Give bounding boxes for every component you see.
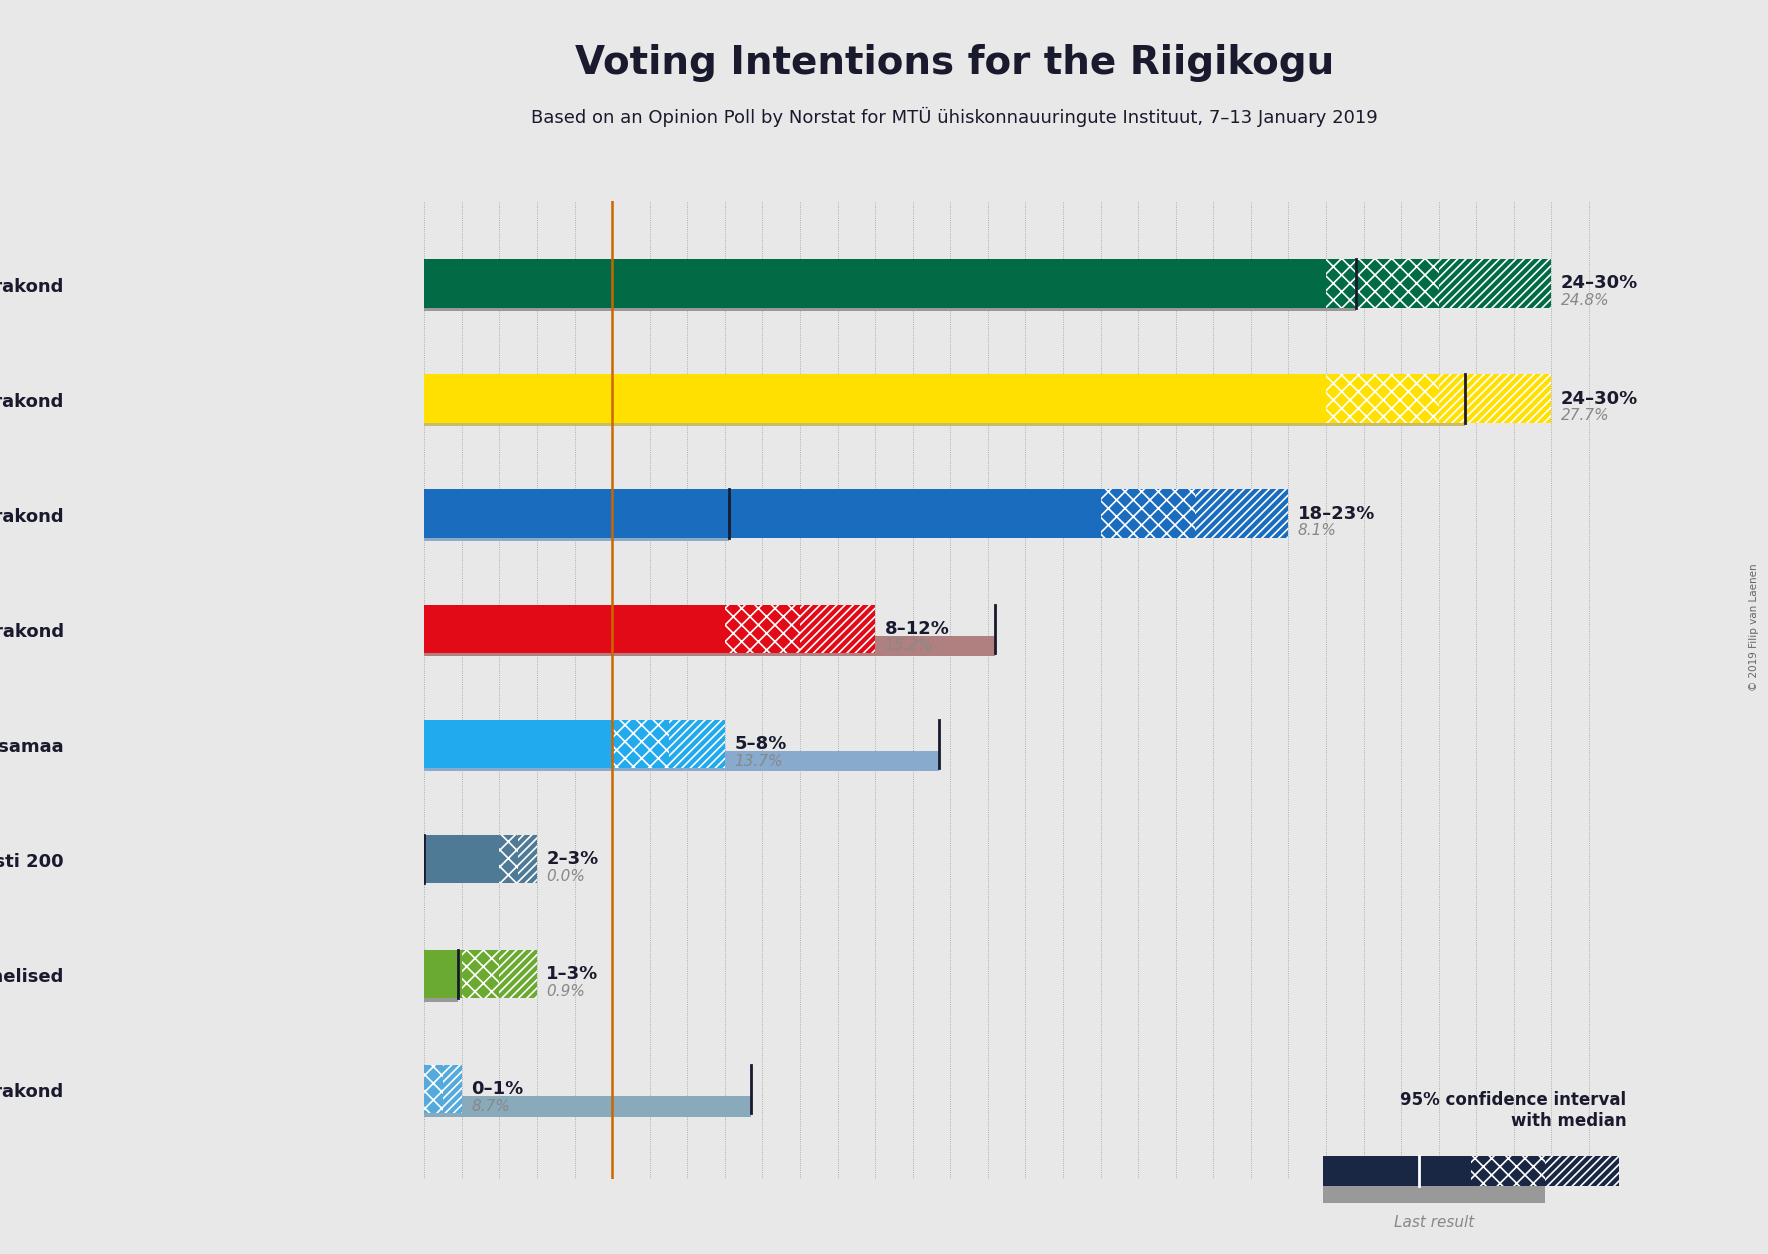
Text: Last result: Last result — [1393, 1215, 1475, 1230]
Bar — [424, 949, 461, 998]
Bar — [518, 835, 537, 883]
Bar — [424, 751, 939, 771]
Text: Erakond Eestimaa Rohelised: Erakond Eestimaa Rohelised — [0, 968, 64, 987]
Bar — [424, 604, 725, 653]
Text: Eesti Keskerakond: Eesti Keskerakond — [0, 278, 64, 296]
Bar — [1471, 1156, 1545, 1186]
Bar — [424, 1096, 751, 1116]
Bar — [424, 375, 1326, 423]
Bar — [424, 405, 1466, 426]
Bar — [1322, 1156, 1471, 1186]
Text: Eesti Konservatiivne Rahvaerakond: Eesti Konservatiivne Rahvaerakond — [0, 508, 64, 527]
Bar — [799, 604, 875, 653]
Text: Erakond Isamaa: Erakond Isamaa — [0, 739, 64, 756]
Text: 0.9%: 0.9% — [546, 983, 585, 998]
Text: 15.2%: 15.2% — [884, 638, 934, 653]
Text: 8–12%: 8–12% — [884, 619, 949, 638]
Bar — [424, 720, 612, 767]
Text: 27.7%: 27.7% — [1561, 409, 1609, 424]
Text: 24.8%: 24.8% — [1561, 293, 1609, 308]
Bar — [500, 835, 518, 883]
Bar — [424, 520, 728, 542]
Bar — [1326, 375, 1439, 423]
Bar — [1195, 489, 1289, 538]
Text: Eesti Reformierakond: Eesti Reformierakond — [0, 393, 64, 411]
Text: Eesti Vabaerakond: Eesti Vabaerakond — [0, 1083, 64, 1101]
Bar — [1545, 1156, 1619, 1186]
Text: 13.7%: 13.7% — [734, 754, 783, 769]
Text: 5–8%: 5–8% — [734, 735, 787, 752]
Text: Voting Intentions for the Riigikogu: Voting Intentions for the Riigikogu — [575, 44, 1335, 82]
Text: 95% confidence interval
with median: 95% confidence interval with median — [1400, 1091, 1627, 1130]
Bar — [444, 1065, 461, 1114]
Bar — [461, 949, 500, 998]
Bar — [424, 636, 995, 656]
Bar — [1439, 260, 1552, 307]
Bar — [1326, 260, 1439, 307]
Text: 8.1%: 8.1% — [1298, 523, 1337, 538]
Bar — [424, 1065, 444, 1114]
Text: Eesti 200: Eesti 200 — [0, 853, 64, 872]
Bar — [424, 489, 1101, 538]
Bar — [1322, 1186, 1545, 1203]
Text: 0–1%: 0–1% — [472, 1080, 523, 1099]
Bar — [500, 949, 537, 998]
Text: 24–30%: 24–30% — [1561, 275, 1639, 292]
Text: 18–23%: 18–23% — [1298, 504, 1376, 523]
Bar — [1439, 375, 1552, 423]
Text: Based on an Opinion Poll by Norstat for MTÜ ühiskonnauuringute Instituut, 7–13 J: Based on an Opinion Poll by Norstat for … — [532, 107, 1377, 127]
Bar — [424, 835, 500, 883]
Bar — [1101, 489, 1195, 538]
Text: © 2019 Filip van Laenen: © 2019 Filip van Laenen — [1749, 563, 1759, 691]
Bar — [424, 260, 1326, 307]
Text: 0.0%: 0.0% — [546, 869, 585, 884]
Bar — [424, 981, 458, 1002]
Text: 8.7%: 8.7% — [472, 1099, 511, 1114]
Text: Sotsiaaldemokraatlik Erakond: Sotsiaaldemokraatlik Erakond — [0, 623, 64, 641]
Bar — [612, 720, 668, 767]
Text: 24–30%: 24–30% — [1561, 390, 1639, 408]
Bar — [424, 291, 1356, 311]
Bar — [668, 720, 725, 767]
Bar — [725, 604, 801, 653]
Text: 2–3%: 2–3% — [546, 850, 599, 868]
Text: 1–3%: 1–3% — [546, 964, 599, 983]
